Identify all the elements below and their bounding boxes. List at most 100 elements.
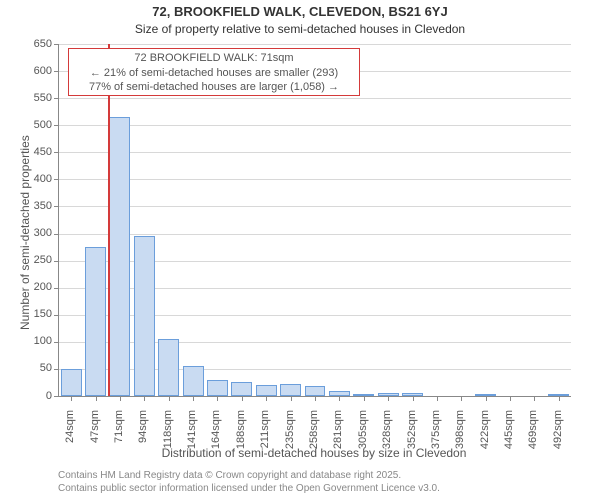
x-tick-mark <box>266 396 267 401</box>
histogram-bar <box>158 339 179 396</box>
x-tick-mark <box>242 396 243 401</box>
x-tick-mark <box>534 396 535 401</box>
y-tick-label: 200 <box>22 281 52 293</box>
y-gridline <box>59 179 571 180</box>
x-tick-label: 211sqm <box>259 410 271 450</box>
y-tick-label: 350 <box>22 200 52 212</box>
x-tick-label: 281sqm <box>332 410 344 450</box>
y-gridline <box>59 98 571 99</box>
x-tick-mark <box>193 396 194 401</box>
x-tick-mark <box>461 396 462 401</box>
histogram-bar <box>231 382 252 396</box>
y-tick-mark <box>54 261 59 262</box>
y-tick-mark <box>54 288 59 289</box>
x-tick-label: 422sqm <box>479 410 491 450</box>
chart-title-main: 72, BROOKFIELD WALK, CLEVEDON, BS21 6YJ <box>0 4 600 19</box>
y-tick-mark <box>54 44 59 45</box>
x-tick-label: 352sqm <box>406 410 418 450</box>
x-tick-label: 445sqm <box>503 410 515 450</box>
histogram-bar <box>402 393 423 396</box>
x-tick-mark <box>510 396 511 401</box>
histogram-bar <box>61 369 82 396</box>
x-tick-mark <box>144 396 145 401</box>
y-tick-mark <box>54 71 59 72</box>
x-tick-mark <box>315 396 316 401</box>
x-tick-label: 118sqm <box>162 410 174 450</box>
x-tick-label: 94sqm <box>137 410 149 450</box>
y-gridline <box>59 125 571 126</box>
y-tick-label: 400 <box>22 173 52 185</box>
histogram-bar <box>475 394 496 396</box>
y-tick-mark <box>54 206 59 207</box>
x-tick-label: 492sqm <box>552 410 564 450</box>
x-tick-label: 258sqm <box>308 410 320 450</box>
y-tick-mark <box>54 234 59 235</box>
x-tick-label: 328sqm <box>381 410 393 450</box>
x-tick-mark <box>71 396 72 401</box>
histogram-bar <box>85 247 106 396</box>
x-tick-mark <box>559 396 560 401</box>
subject-marker-line <box>108 44 110 396</box>
y-tick-mark <box>54 152 59 153</box>
histogram-bar <box>353 394 374 396</box>
callout-line: 77% of semi-detached houses are larger (… <box>69 80 359 95</box>
x-tick-mark <box>437 396 438 401</box>
x-tick-mark <box>413 396 414 401</box>
histogram-bar <box>548 394 569 396</box>
x-tick-label: 375sqm <box>430 410 442 450</box>
histogram-bar <box>207 380 228 396</box>
y-tick-label: 150 <box>22 308 52 320</box>
x-tick-mark <box>120 396 121 401</box>
footer-attribution: Contains HM Land Registry data © Crown c… <box>58 470 401 481</box>
y-gridline <box>59 152 571 153</box>
footer-attribution: Contains public sector information licen… <box>58 483 440 494</box>
chart-title-sub: Size of property relative to semi-detach… <box>0 22 600 36</box>
y-tick-mark <box>54 396 59 397</box>
y-tick-mark <box>54 315 59 316</box>
x-tick-label: 305sqm <box>357 410 369 450</box>
y-tick-label: 0 <box>22 390 52 402</box>
x-tick-mark <box>486 396 487 401</box>
x-tick-mark <box>96 396 97 401</box>
x-tick-label: 164sqm <box>210 410 222 450</box>
x-tick-label: 398sqm <box>454 410 466 450</box>
histogram-bar <box>280 384 301 396</box>
callout-line: ← 21% of semi-detached houses are smalle… <box>69 66 359 81</box>
histogram-bar <box>378 393 399 396</box>
histogram-bar <box>183 366 204 396</box>
histogram-bar <box>305 386 326 396</box>
y-tick-label: 100 <box>22 335 52 347</box>
x-tick-label: 469sqm <box>527 410 539 450</box>
x-tick-mark <box>291 396 292 401</box>
y-tick-label: 250 <box>22 254 52 266</box>
x-tick-mark <box>169 396 170 401</box>
y-tick-mark <box>54 98 59 99</box>
x-tick-mark <box>339 396 340 401</box>
y-gridline <box>59 234 571 235</box>
histogram-bar <box>329 391 350 396</box>
histogram-bar <box>134 236 155 396</box>
x-tick-label: 141sqm <box>186 410 198 450</box>
x-tick-mark <box>217 396 218 401</box>
x-tick-label: 47sqm <box>89 410 101 450</box>
y-tick-mark <box>54 342 59 343</box>
histogram-bar <box>109 117 130 396</box>
x-tick-label: 235sqm <box>284 410 296 450</box>
y-tick-label: 500 <box>22 119 52 131</box>
y-gridline <box>59 44 571 45</box>
x-tick-label: 71sqm <box>113 410 125 450</box>
y-tick-label: 650 <box>22 38 52 50</box>
y-gridline <box>59 206 571 207</box>
y-tick-label: 50 <box>22 362 52 374</box>
x-tick-mark <box>364 396 365 401</box>
y-tick-mark <box>54 179 59 180</box>
callout-line: 72 BROOKFIELD WALK: 71sqm <box>69 51 359 66</box>
y-tick-label: 450 <box>22 146 52 158</box>
y-tick-mark <box>54 125 59 126</box>
x-tick-label: 188sqm <box>235 410 247 450</box>
x-tick-label: 24sqm <box>64 410 76 450</box>
callout-box: 72 BROOKFIELD WALK: 71sqm← 21% of semi-d… <box>68 48 360 96</box>
y-tick-mark <box>54 369 59 370</box>
y-tick-label: 550 <box>22 92 52 104</box>
y-tick-label: 600 <box>22 65 52 77</box>
